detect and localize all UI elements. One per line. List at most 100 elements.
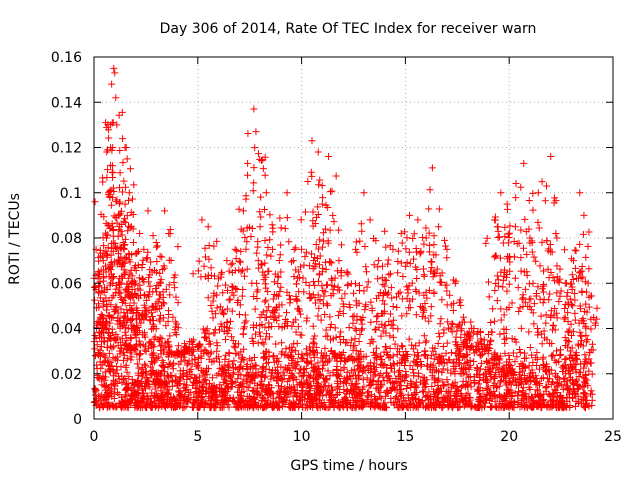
data-point [530, 253, 538, 261]
data-point [100, 213, 108, 221]
data-point [534, 400, 542, 408]
data-point [355, 372, 363, 380]
data-point [483, 377, 491, 385]
data-point [593, 315, 601, 323]
data-point [264, 243, 272, 251]
data-point [153, 354, 161, 362]
data-point [255, 150, 262, 158]
data-point [107, 335, 115, 343]
data-point [495, 359, 503, 367]
data-point [258, 397, 266, 405]
data-point [558, 381, 566, 389]
data-point [156, 334, 164, 342]
data-point [146, 282, 154, 290]
data-point [543, 382, 551, 390]
data-point [269, 353, 277, 361]
data-point [482, 378, 490, 386]
data-point [470, 357, 478, 365]
data-point [127, 356, 135, 364]
data-point [553, 262, 561, 270]
data-point-peak [129, 239, 137, 247]
data-point [160, 264, 168, 272]
data-point [405, 335, 413, 343]
data-point [106, 281, 114, 289]
data-point [104, 166, 112, 174]
data-point [514, 388, 522, 396]
data-point [101, 321, 109, 329]
data-point [122, 363, 130, 371]
data-point [482, 357, 490, 365]
data-point [402, 372, 410, 380]
y-tick-label: 0.06 [51, 276, 82, 292]
data-point [124, 274, 132, 282]
x-axis-label: GPS time / hours [290, 458, 407, 474]
data-point [557, 287, 565, 295]
data-point [528, 351, 536, 359]
data-point [114, 309, 122, 317]
data-point [105, 222, 113, 230]
data-point [142, 255, 150, 263]
data-point [174, 243, 182, 251]
data-point [96, 404, 104, 412]
data-point [452, 349, 460, 357]
data-point [584, 242, 592, 250]
data-point-peak [366, 216, 374, 224]
y-tick-label: 0.16 [51, 50, 82, 66]
data-point [483, 234, 491, 242]
data-point [228, 333, 236, 341]
data-point [370, 392, 378, 400]
data-point [339, 348, 347, 356]
data-point [127, 294, 135, 302]
data-point [470, 403, 478, 411]
data-point [572, 354, 580, 362]
data-point [138, 404, 146, 412]
data-point [94, 300, 102, 308]
data-point [512, 180, 520, 188]
data-point [570, 380, 578, 388]
data-point [308, 395, 316, 403]
data-point-peak [543, 182, 551, 190]
data-point [225, 296, 233, 304]
data-point-peak [269, 245, 277, 253]
data-point [218, 386, 226, 394]
data-point [121, 235, 129, 243]
data-point [118, 261, 126, 269]
data-point [427, 360, 435, 368]
data-point [133, 309, 141, 317]
data-point [426, 394, 434, 402]
data-point [490, 253, 498, 261]
data-point [266, 211, 274, 219]
data-point [449, 401, 457, 409]
data-point [525, 295, 533, 303]
data-point [199, 386, 207, 394]
data-point [196, 388, 204, 396]
data-point [565, 365, 573, 373]
data-point [443, 254, 451, 262]
data-point [413, 362, 421, 370]
data-point [358, 403, 366, 411]
data-point [417, 248, 425, 256]
data-point [412, 286, 420, 294]
data-point [128, 375, 136, 383]
data-point [276, 214, 284, 222]
data-point [97, 329, 105, 337]
data-point [184, 398, 192, 406]
data-point [130, 181, 138, 189]
data-point [327, 275, 335, 283]
data-point [445, 402, 453, 410]
data-point [214, 282, 222, 290]
data-point [118, 296, 126, 304]
data-point [387, 386, 395, 394]
chart-title: Day 306 of 2014, Rate Of TEC Index for r… [160, 21, 537, 37]
data-point [161, 368, 169, 376]
data-point [306, 403, 314, 411]
data-point [152, 285, 160, 293]
data-point [498, 364, 506, 372]
data-point [166, 347, 174, 355]
data-point [107, 251, 115, 259]
data-point [479, 387, 487, 395]
data-point [546, 290, 554, 298]
data-point [569, 328, 577, 336]
data-point [561, 246, 569, 254]
data-point [366, 378, 374, 386]
